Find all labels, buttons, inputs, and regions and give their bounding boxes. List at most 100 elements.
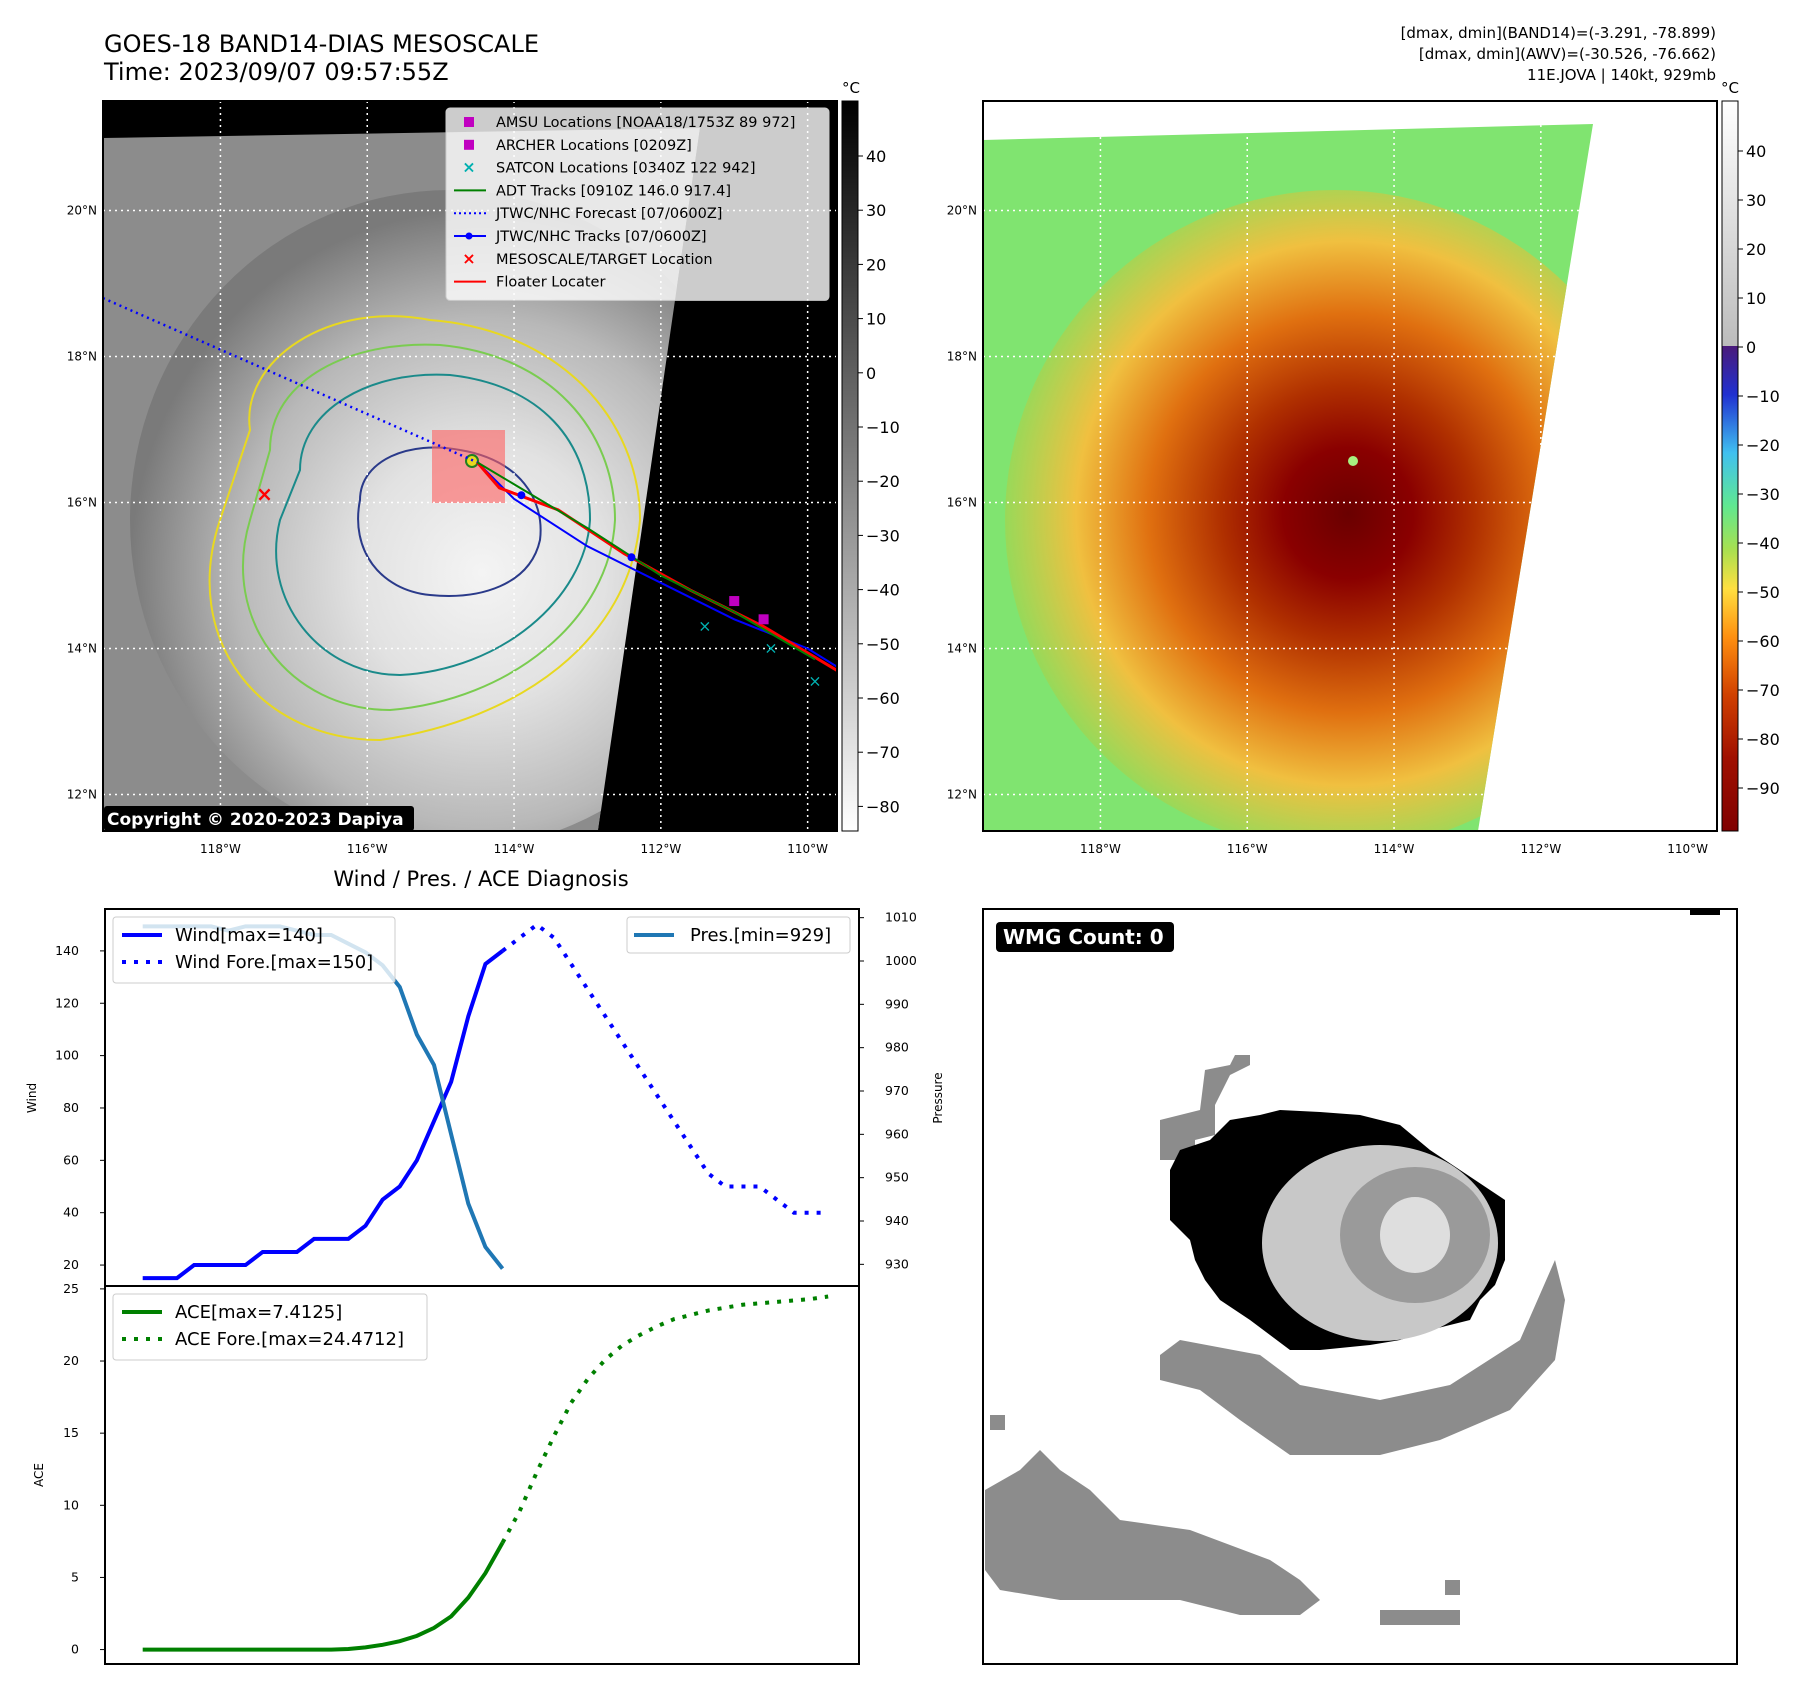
legend-marker-dot: [465, 232, 473, 240]
colorbar-tick-label: −70: [866, 743, 900, 762]
color-colorbar-unit: °C: [1721, 79, 1739, 97]
wmg-fragment: [1380, 1610, 1460, 1625]
map-lon-label: 116°W: [1227, 842, 1268, 856]
map-lon-label: 112°W: [640, 842, 681, 856]
ace-series-line-1: [500, 1294, 829, 1544]
legend-marker-x: ×: [462, 249, 475, 268]
colorbar-tick-label: −20: [866, 472, 900, 491]
wind-legend-box: [112, 916, 396, 984]
color-map-overlay: 118°W 116°W 114°W 112°W 110°W 20°N 18°N 16°N 14°…: [947, 101, 1717, 856]
wind-legend-label: Wind[max=140]: [175, 925, 323, 946]
legend-marker-square: [464, 117, 474, 127]
ace-axis-label: ACE: [32, 1463, 46, 1487]
colorbar-tick-label: 20: [1746, 240, 1766, 259]
wmg-eye: [1380, 1197, 1450, 1273]
legend-label: JTWC/NHC Forecast [07/0600Z]: [495, 206, 722, 222]
map-lat-label: 20°N: [67, 204, 97, 218]
color-eye-marker: [1348, 456, 1358, 466]
satcon-location-marker: ×: [764, 639, 777, 658]
contour-mid: [242, 343, 617, 712]
ace-ytick-label: 25: [63, 1281, 79, 1296]
ace-panel: 0 5 10 15 20 25 ACE ACE[max=7.4125] ACE Fore.[ma…: [32, 1281, 829, 1657]
wmg-gray-bands: [985, 1055, 1565, 1625]
colorbar-tick-label: −80: [866, 797, 900, 816]
wmg-band-left: [985, 1450, 1320, 1615]
map-lon-label: 114°W: [1374, 842, 1415, 856]
legend-label: ARCHER Locations [0209Z]: [496, 138, 692, 154]
legend-label: Floater Locater: [496, 275, 605, 291]
wmg-band-top: [1160, 1055, 1250, 1160]
wind-legend-label: Wind Fore.[max=150]: [175, 952, 373, 973]
wind-ytick-label: 140: [55, 943, 79, 958]
ace-legend-label: ACE Fore.[max=24.4712]: [175, 1329, 404, 1350]
pressure-axis-label: Pressure: [931, 1072, 945, 1123]
colorbar-tick-label: −60: [1746, 632, 1780, 651]
diagnosis-title: Wind / Pres. / ACE Diagnosis: [333, 867, 628, 891]
adt-track: [476, 461, 816, 661]
map-lat-label: 12°N: [67, 788, 97, 802]
wmg-panel: WMG Count: 0: [982, 908, 1738, 1665]
wind-series-line-0: [142, 949, 504, 1281]
wind-axis-label: Wind: [25, 1083, 39, 1113]
colorbar-tick-label: −70: [1746, 681, 1780, 700]
contour-inner: [275, 373, 592, 677]
floater-track: [476, 461, 838, 672]
gray-colorbar-ticks: 40 30 20 10 0 −10 −20 −30 −40 −50 −60 −70 −80: [858, 147, 900, 816]
colorbar-tick-label: 10: [1746, 289, 1766, 308]
amsu-location-marker: [758, 614, 769, 625]
ace-panel-frame: [104, 1285, 860, 1665]
color-colorbar-frame: [1721, 100, 1739, 832]
wmg-count-label: WMG Count: 0: [1003, 925, 1164, 949]
colorbar-tick-label: −50: [866, 635, 900, 654]
pressure-ytick-label: 980: [885, 1040, 909, 1055]
ace-ytick-label: 5: [71, 1569, 79, 1584]
ace-ytick-label: 15: [63, 1425, 79, 1440]
colorbar-tick-label: 30: [866, 201, 886, 220]
gray-colorbar: [841, 100, 859, 832]
pressure-legend-box: [626, 916, 851, 954]
wmg-band-arc: [1160, 1260, 1565, 1455]
color-cloud-shield: [1005, 190, 1593, 831]
wmg-fragment: [1445, 1580, 1460, 1595]
map-lon-label: 116°W: [347, 842, 388, 856]
pressure-ytick-label: 930: [885, 1256, 909, 1271]
color-colorbar-upper: [1722, 101, 1738, 346]
wind-ytick-label: 60: [63, 1152, 79, 1167]
gray-colorbar-unit: °C: [842, 79, 860, 97]
temperature-contours: [208, 315, 642, 742]
ace-plot-area: [142, 1294, 829, 1652]
color-map-frame: [982, 100, 1718, 832]
wind-ytick-label: 80: [63, 1100, 79, 1115]
colorbar-tick-label: −60: [866, 689, 900, 708]
wmg-count-badge: [996, 922, 1174, 952]
colorbar-tick-label: −10: [1746, 387, 1780, 406]
map-legend: AMSU Locations [NOAA18/1753Z 89 972] ARCH…: [445, 107, 830, 301]
colorbar-tick-label: 20: [866, 255, 886, 274]
colorbar-tick-label: −80: [1746, 730, 1780, 749]
map-lat-label: 16°N: [67, 496, 97, 510]
colorbar-tick-label: 10: [866, 310, 886, 329]
map-lon-label: 112°W: [1520, 842, 1561, 856]
colorbar-tick-label: 40: [866, 147, 886, 166]
jtwc-track: [476, 461, 838, 668]
map-lon-label: 118°W: [1080, 842, 1121, 856]
colorbar-tick-label: −20: [1746, 436, 1780, 455]
pressure-ytick-label: 1010: [885, 910, 917, 925]
colorbar-tick-label: 40: [1746, 142, 1766, 161]
legend-marker-square: [464, 139, 474, 150]
color-colorbar-ticks: 40 30 20 10 0 −10 −20 −30 −40 −50 −60 −70 −80 −90: [1738, 142, 1780, 798]
wind-ytick-label: 120: [55, 995, 79, 1010]
copyright-box: Copyright © 2020-2023 Dapiya: [104, 806, 414, 831]
ir-map-frame: [102, 100, 838, 832]
jtwc-forecast-track: [102, 296, 478, 464]
legend-label: MESOSCALE/TARGET Location: [496, 252, 713, 268]
pressure-ytick-label: 940: [885, 1213, 909, 1228]
wind-ytick-label: 100: [55, 1048, 79, 1063]
copyright-text: Copyright © 2020-2023 Dapiya: [107, 810, 404, 830]
ace-ytick-label: 0: [71, 1642, 79, 1657]
jtwc-track-point: [517, 491, 526, 500]
ace-ytick-label: 20: [63, 1353, 79, 1368]
pressure-ytick-label: 1000: [885, 953, 917, 968]
no-data-mask: [598, 128, 837, 831]
legend-box: [445, 107, 830, 301]
